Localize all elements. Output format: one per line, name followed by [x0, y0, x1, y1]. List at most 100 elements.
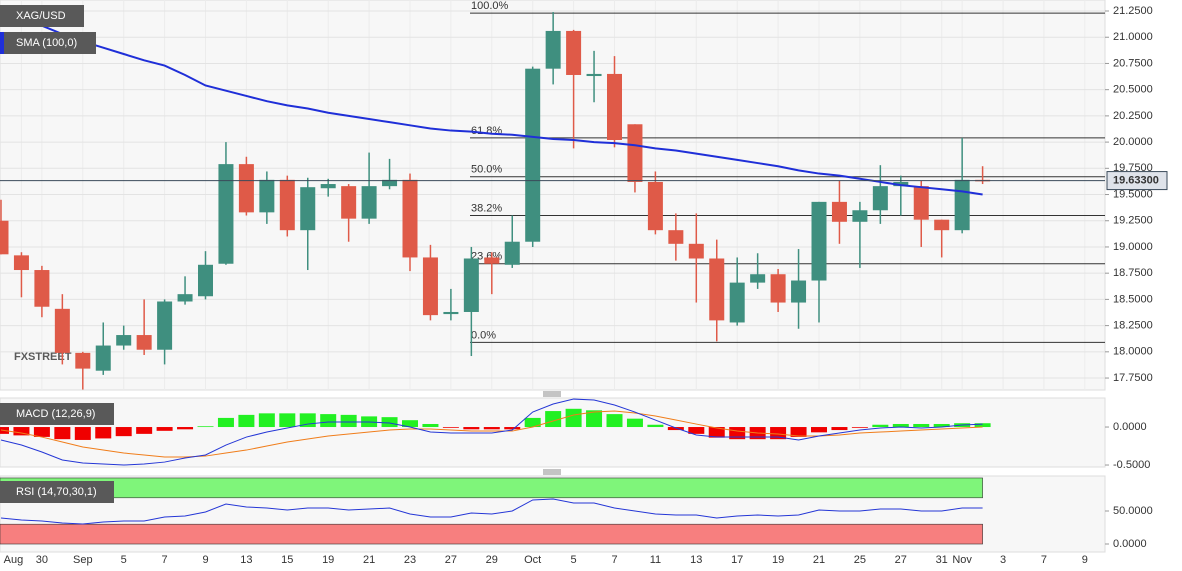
- macd-histogram-bar: [586, 410, 603, 428]
- x-tick-label: 9: [1082, 554, 1088, 566]
- candle-body: [852, 210, 868, 222]
- candle-body: [893, 181, 909, 187]
- macd-histogram-bar: [790, 427, 807, 437]
- legend-box: [0, 5, 84, 27]
- candle-body: [566, 30, 582, 75]
- y-tick-label: 0.0000: [1113, 538, 1147, 550]
- candle-body: [954, 179, 970, 231]
- macd-histogram-bar: [811, 427, 827, 433]
- y-tick-label: 21.2500: [1113, 5, 1153, 17]
- candle-body: [770, 274, 786, 303]
- macd-histogram-bar: [320, 414, 337, 428]
- macd-histogram-bar: [340, 414, 357, 428]
- y-tick-label: 18.2500: [1113, 320, 1153, 332]
- candle-body: [341, 186, 357, 219]
- x-tick-label: 3: [1000, 554, 1006, 566]
- y-tick-label: 19.5000: [1113, 188, 1153, 200]
- x-tick-label: 7: [1041, 554, 1047, 566]
- candle-body: [831, 201, 847, 222]
- macd-histogram-bar: [647, 424, 664, 428]
- macd-histogram-bar: [688, 427, 705, 434]
- x-tick-label: 17: [731, 554, 743, 566]
- macd-histogram-bar: [872, 424, 889, 428]
- macd-histogram-bar: [851, 427, 868, 428]
- macd-histogram-bar: [504, 427, 521, 430]
- y-tick-label: 18.5000: [1113, 293, 1153, 305]
- x-tick-label: 27: [445, 554, 457, 566]
- candle-body: [402, 179, 418, 258]
- x-tick-label: 31: [936, 554, 948, 566]
- panel-grip: [543, 391, 561, 475]
- rsi-line: [0, 498, 983, 525]
- macd-histogram-bar: [708, 427, 725, 438]
- fib-label: 100.0%: [471, 0, 509, 12]
- macd-histogram-bar: [136, 427, 153, 434]
- macd-histogram-bar: [33, 427, 50, 437]
- macd-histogram-bar: [483, 427, 500, 430]
- candle-body: [750, 274, 766, 283]
- candle-body: [545, 30, 561, 69]
- candle-body: [218, 164, 234, 264]
- macd-histogram-bar: [13, 427, 30, 436]
- y-tick-label: 19.2500: [1113, 215, 1153, 227]
- candle-body: [647, 181, 663, 231]
- x-tick-label: 27: [895, 554, 907, 566]
- candle-body: [13, 255, 29, 271]
- macd-histogram-bar: [463, 427, 480, 430]
- macd-histogram-bar: [217, 417, 234, 428]
- candle-body: [729, 282, 745, 323]
- macd-histogram-bar: [156, 427, 173, 431]
- candle-body: [157, 301, 173, 350]
- last-price-box: [1106, 171, 1168, 191]
- legend-label: SMA (100,0): [16, 37, 77, 49]
- legend-swatch: [0, 32, 4, 54]
- x-tick-label: 19: [772, 554, 784, 566]
- fib-label: 0.0%: [471, 329, 496, 341]
- candle-body: [586, 73, 602, 77]
- watermark: FXSTREET: [14, 351, 72, 363]
- macd-histogram-bar: [54, 427, 71, 440]
- candle-body: [75, 352, 91, 369]
- x-tick-label: Oct: [524, 554, 541, 566]
- candle-body: [934, 219, 950, 231]
- x-tick-label: 7: [162, 554, 168, 566]
- macd-histogram-bar: [565, 408, 582, 428]
- legend-label: XAG/USD: [16, 10, 66, 22]
- x-tick-label: 29: [486, 554, 498, 566]
- candle-body: [872, 186, 888, 211]
- candle-body: [177, 294, 193, 302]
- candle-body: [811, 201, 827, 281]
- macd-histogram-bar: [381, 417, 398, 428]
- y-tick-label: 0.0000: [1113, 421, 1147, 433]
- candle-body: [34, 270, 50, 307]
- y-tick-label: 17.7500: [1113, 372, 1153, 384]
- candle-body: [504, 241, 520, 265]
- y-tick-label: 19.0000: [1113, 241, 1153, 253]
- rsi-band: [0, 477, 983, 499]
- macd-histogram-bar: [258, 413, 275, 428]
- macd-histogram-bar: [831, 427, 848, 431]
- candle-body: [525, 68, 541, 242]
- macd-histogram-bar: [422, 423, 439, 428]
- x-tick-label: 7: [611, 554, 617, 566]
- candle-body: [95, 345, 111, 371]
- candle-body: [484, 257, 500, 264]
- macd-histogram-bar: [892, 423, 909, 428]
- macd-histogram-bar: [177, 427, 194, 430]
- candle-body: [320, 184, 336, 189]
- y-tick-label: 20.0000: [1113, 136, 1153, 148]
- candle-body: [238, 164, 254, 213]
- macd-histogram-bar: [442, 427, 459, 428]
- macd-histogram-bar: [974, 423, 991, 428]
- x-tick-label: 5: [571, 554, 577, 566]
- candle-body: [791, 280, 807, 303]
- candle-body: [422, 257, 438, 316]
- legend-label: RSI (14,70,30,1): [16, 486, 97, 498]
- last-price-label: 19.63300: [1113, 174, 1159, 186]
- candle-body: [709, 258, 725, 321]
- candle-body: [54, 308, 70, 353]
- x-tick-label: 15: [281, 554, 293, 566]
- macd-histogram-bar: [238, 414, 255, 428]
- macd-histogram-bar: [933, 423, 950, 428]
- x-tick-label: 21: [363, 554, 375, 566]
